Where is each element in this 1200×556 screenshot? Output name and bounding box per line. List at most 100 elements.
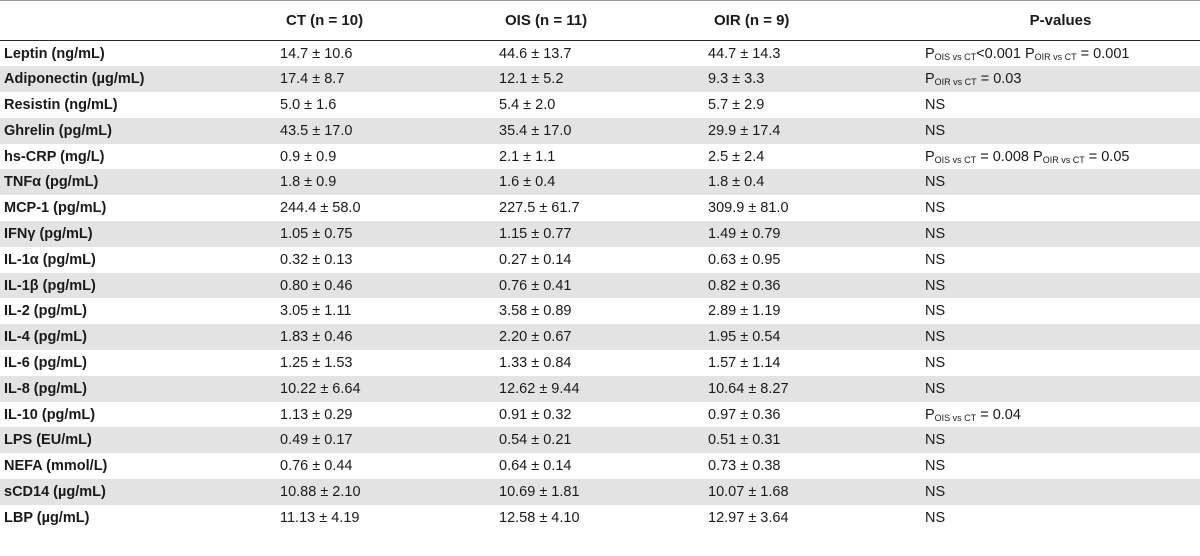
oir-value: 29.9 ± 17.4 (708, 122, 781, 139)
oir-value: 0.73 ± 0.38 (708, 458, 781, 475)
p-value-text: NS (925, 354, 946, 371)
oir-value: 44.7 ± 14.3 (708, 45, 781, 62)
p-value-subscript: OIS vs CT (934, 154, 977, 165)
row-label: IL-4 (pg/mL) (4, 329, 87, 346)
oir-value: 10.64 ± 8.27 (708, 380, 789, 397)
row-label: LPS (EU/mL) (4, 432, 92, 449)
table-row: IL-1α (pg/mL) 0.32 ± 0.13 0.27 ± 0.14 0.63 … (0, 247, 1200, 273)
p-value-text: NS (925, 483, 946, 500)
table-row: IL-10 (pg/mL) 1.13 ± 0.29 0.91 ± 0.32 0.97 … (0, 402, 1200, 428)
row-label: IL-10 (pg/mL) (4, 406, 96, 423)
oir-value: 0.51 ± 0.31 (708, 432, 781, 449)
p-value-text: NS (925, 329, 946, 346)
oir-value: 0.97 ± 0.36 (708, 406, 781, 423)
row-label: LBP (µg/mL) (4, 509, 90, 526)
ct-value: 11.13 ± 4.19 (280, 509, 360, 526)
table-row: IL-6 (pg/mL) 1.25 ± 1.53 1.33 ± 0.84 1.57 ±… (0, 350, 1200, 376)
p-value: NS (921, 298, 1200, 324)
p-value: NS (921, 505, 1200, 531)
oir-value: 2.89 ± 1.19 (708, 303, 781, 320)
table-row: sCD14 (µg/mL) 10.88 ± 2.10 10.69 ± 1.81 10.… (0, 479, 1200, 505)
ct-value: 1.25 ± 1.53 (280, 354, 353, 371)
p-value-text: P (925, 71, 935, 88)
table-row: IFNγ (pg/mL) 1.05 ± 0.75 1.15 ± 0.77 1.49 ±… (0, 221, 1200, 247)
row-label: TNFα (pg/mL) (4, 174, 99, 191)
p-value: NS (921, 169, 1200, 195)
p-value-text: P (925, 45, 935, 62)
row-label: Leptin (ng/mL) (4, 45, 105, 62)
header-oir: OIR (n = 9) (704, 0, 921, 41)
ois-value: 35.4 ± 17.0 (499, 122, 572, 139)
p-value-text: NS (925, 509, 946, 526)
row-label: Ghrelin (pg/mL) (4, 122, 112, 139)
p-value: NS (921, 453, 1200, 479)
p-value: POIS vs CT = 0.04 (921, 402, 1200, 428)
p-value-subscript: OIS vs CT (934, 412, 977, 423)
ct-value: 0.76 ± 0.44 (280, 458, 353, 475)
ois-value: 0.27 ± 0.14 (499, 251, 572, 268)
p-value-text: NS (925, 380, 946, 397)
p-value: POIS vs CT = 0.008 POIR vs CT = 0.05 (921, 144, 1200, 170)
ct-value: 1.83 ± 0.46 (280, 329, 353, 346)
data-table: CT (n = 10) OIS (n = 11) OIR (n = 9) P-v… (0, 0, 1200, 531)
ct-value: 0.80 ± 0.46 (280, 277, 353, 294)
ois-value: 0.91 ± 0.32 (499, 406, 572, 423)
p-value-text: NS (925, 458, 946, 475)
p-value: NS (921, 247, 1200, 273)
p-value-text: = 0.001 (1076, 45, 1130, 62)
p-value: NS (921, 273, 1200, 299)
oir-value: 10.07 ± 1.68 (708, 483, 789, 500)
p-value-text: = 0.04 (976, 406, 1021, 423)
p-value-text: = 0.05 (1084, 148, 1130, 165)
ct-value: 10.22 ± 6.64 (280, 380, 361, 397)
p-value: NS (921, 195, 1200, 221)
table-row: IL-4 (pg/mL) 1.83 ± 0.46 2.20 ± 0.67 1.95 ±… (0, 324, 1200, 351)
p-value-text: = 0.008 P (976, 148, 1043, 165)
table-row: IL-8 (pg/mL) 10.22 ± 6.64 12.62 ± 9.44 10.6… (0, 375, 1200, 402)
p-value-subscript: OIR vs CT (934, 77, 977, 88)
p-value-text: NS (925, 251, 946, 268)
header-p-values: P-values (921, 0, 1200, 41)
ois-value: 227.5 ± 61.7 (499, 200, 580, 217)
p-value: NS (921, 221, 1200, 247)
row-label: IFNγ (pg/mL) (4, 225, 93, 242)
p-value: NS (921, 324, 1200, 350)
oir-value: 12.97 ± 3.64 (708, 509, 789, 526)
p-value-subscript: OIR vs CT (1042, 154, 1085, 165)
row-label: IL-8 (pg/mL) (4, 380, 87, 397)
ois-value: 3.58 ± 0.89 (499, 303, 572, 320)
table-row: MCP-1 (pg/mL) 244.4 ± 58.0 227.5 ± 61.7 309… (0, 195, 1200, 221)
ois-value: 12.62 ± 9.44 (499, 380, 580, 397)
p-value-text: P (925, 148, 935, 165)
p-value-text: NS (925, 303, 946, 320)
p-value-text: NS (925, 200, 946, 217)
p-value-text: NS (925, 225, 946, 242)
p-value: NS (921, 118, 1200, 144)
p-value-subscript: OIR vs CT (1034, 51, 1077, 62)
oir-value: 0.82 ± 0.36 (708, 277, 781, 294)
row-label: sCD14 (µg/mL) (4, 483, 106, 500)
ct-value: 3.05 ± 1.11 (280, 303, 352, 320)
ct-value: 1.13 ± 0.29 (280, 406, 353, 423)
p-value-text: NS (925, 122, 946, 139)
p-value-text: NS (925, 174, 946, 191)
row-label: Adiponectin (µg/mL) (4, 71, 145, 88)
row-label: IL-6 (pg/mL) (4, 354, 87, 371)
table-row: Ghrelin (pg/mL) 43.5 ± 17.0 35.4 ± 17.0 29.… (0, 117, 1200, 144)
header-ct: CT (n = 10) (276, 0, 495, 41)
ois-value: 0.54 ± 0.21 (499, 432, 572, 449)
oir-value: 1.57 ± 1.14 (708, 354, 781, 371)
oir-value: 1.8 ± 0.4 (708, 174, 765, 191)
ct-value: 5.0 ± 1.6 (280, 96, 337, 113)
p-value-text: P (925, 406, 935, 423)
ois-value: 12.1 ± 5.2 (499, 71, 564, 88)
p-value: NS (921, 92, 1200, 118)
table-row: IL-2 (pg/mL) 3.05 ± 1.11 3.58 ± 0.89 2.89 ±… (0, 298, 1200, 324)
ois-value: 1.15 ± 0.77 (499, 225, 572, 242)
header-ois: OIS (n = 11) (495, 0, 704, 41)
ois-value: 1.6 ± 0.4 (499, 174, 556, 191)
oir-value: 309.9 ± 81.0 (708, 200, 789, 217)
row-label: hs-CRP (mg/L) (4, 148, 105, 165)
p-value: NS (921, 376, 1200, 402)
